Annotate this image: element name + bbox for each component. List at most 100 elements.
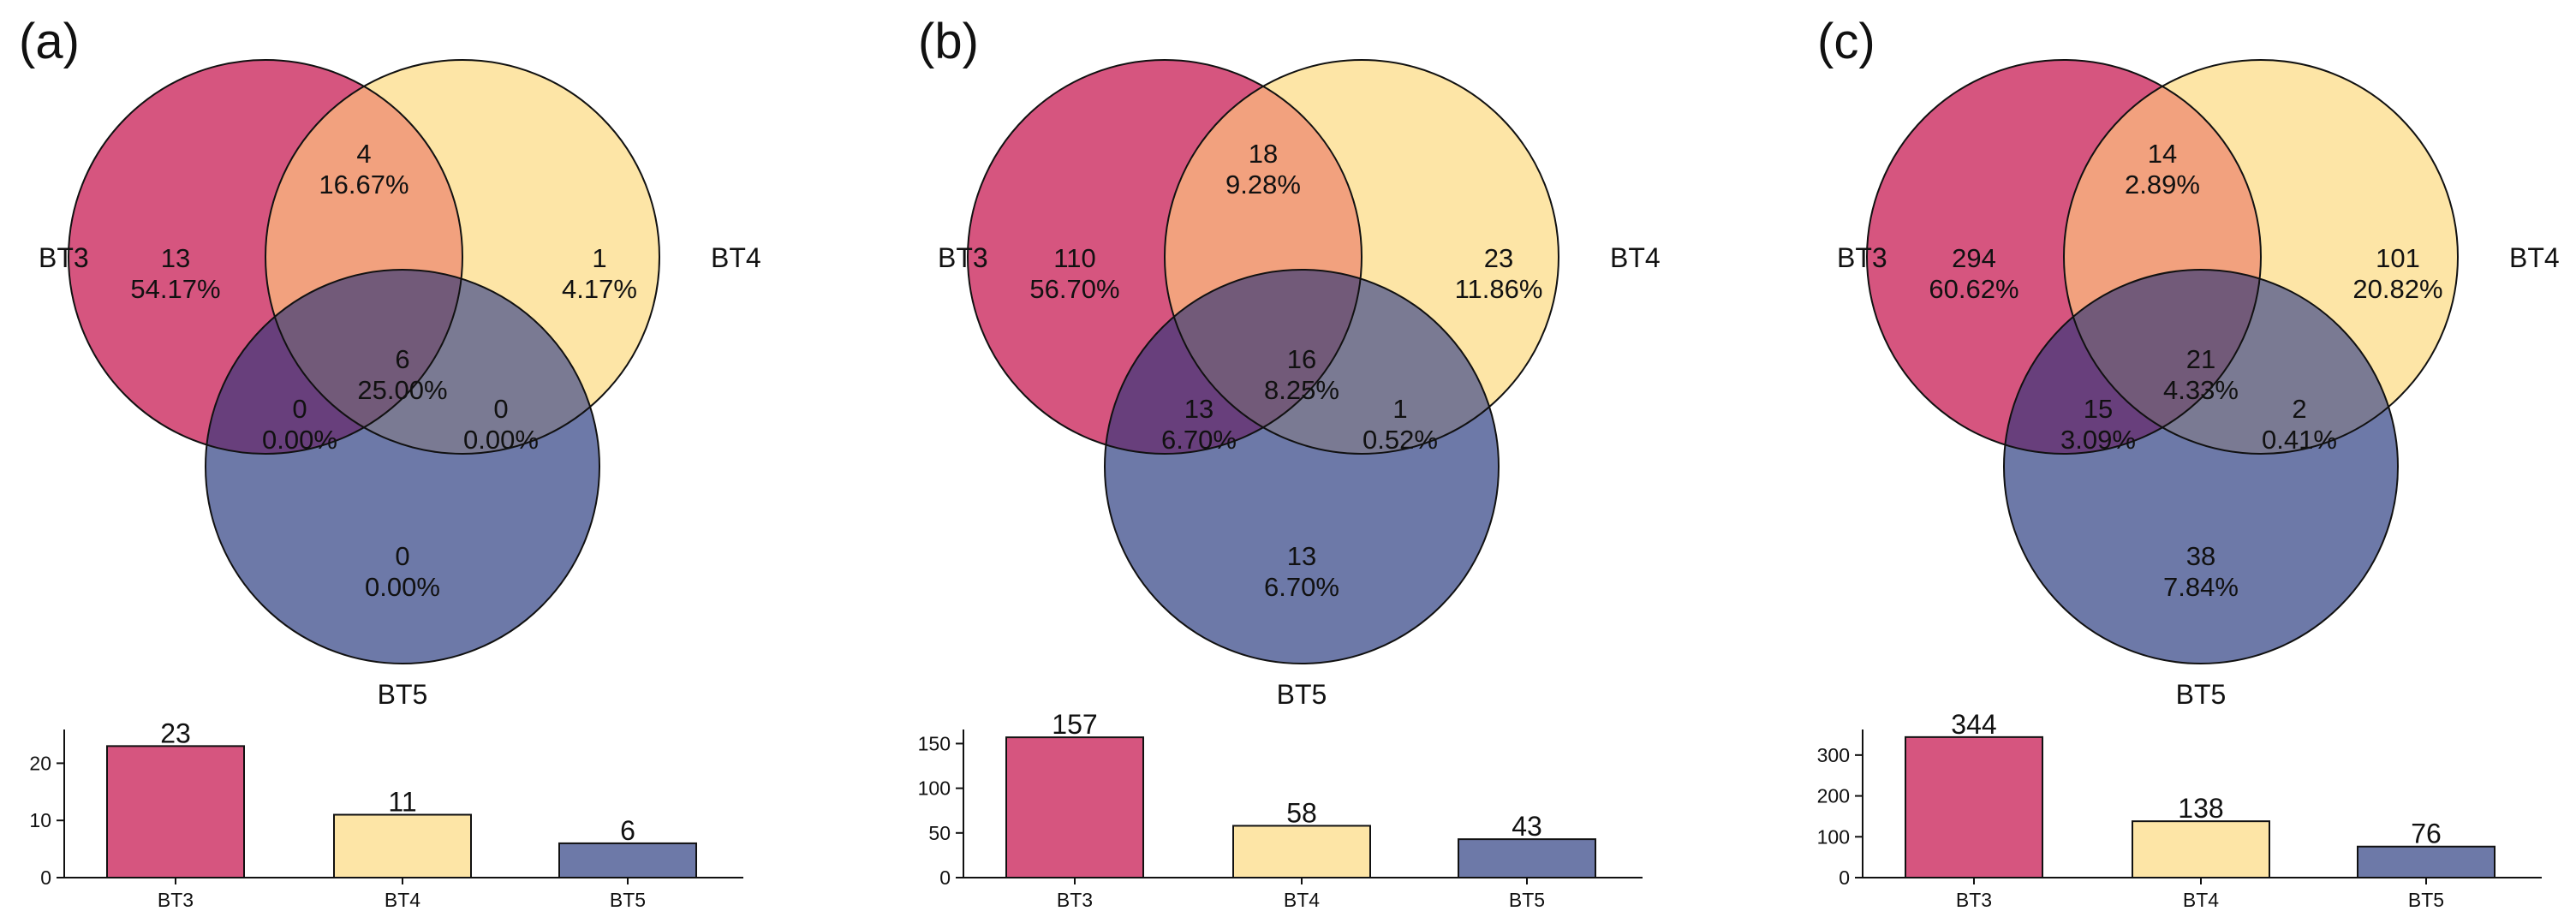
region-percent-ab: 16.67% [319, 170, 408, 199]
x-tick-label: BT3 [158, 889, 194, 911]
region-count-bc: 2 [2292, 394, 2306, 424]
region-count-bc: 1 [1392, 394, 1407, 424]
region-percent-ac: 6.70% [1161, 425, 1237, 455]
y-tick-label: 20 [29, 752, 51, 774]
panel-label: (a) [19, 14, 80, 69]
region-count-only_b: 101 [2376, 243, 2420, 273]
set-label-bt3: BT3 [938, 242, 988, 273]
venn-outline-bt4 [265, 59, 660, 455]
x-tick-label: BT3 [1057, 889, 1093, 911]
region-percent-abc: 25.00% [357, 375, 447, 405]
panel-c: (c)BT3 BT4BT529460.62%10120.82%387.84%142… [1817, 14, 2560, 911]
bar-value-label: 11 [388, 787, 416, 818]
x-tick-label: BT3 [1956, 889, 1992, 911]
region-percent-only_a: 56.70% [1029, 274, 1119, 304]
y-tick-label: 200 [1817, 785, 1850, 807]
region-count-only_c: 38 [2186, 541, 2215, 571]
region-count-only_b: 1 [592, 243, 606, 273]
region-count-abc: 21 [2186, 344, 2215, 374]
bar-value-label: 6 [620, 815, 635, 846]
bar-value-label: 157 [1052, 709, 1097, 740]
region-count-ac: 13 [1184, 394, 1213, 424]
bar-value-label: 43 [1512, 811, 1542, 842]
region-count-only_a: 13 [161, 243, 190, 273]
bar-bt3 [1005, 736, 1144, 878]
venn-region-all [265, 270, 462, 454]
y-tick-label: 10 [29, 809, 51, 831]
region-percent-ac: 3.09% [2060, 425, 2136, 455]
y-tick-label: 0 [939, 866, 951, 889]
region-count-abc: 6 [395, 344, 409, 374]
venn-region-all [2064, 270, 2261, 454]
venn-region-all [1165, 270, 1362, 454]
bar-value-label: 76 [2411, 819, 2442, 849]
set-label-bt4: BT4 [1610, 242, 1661, 273]
panel-a: (a)BT3 BT4BT51354.17%14.17%00.00%416.67%0… [19, 14, 761, 911]
region-count-ac: 15 [2084, 394, 2113, 424]
x-tick-label: BT4 [1284, 889, 1320, 911]
region-count-only_b: 23 [1484, 243, 1513, 273]
y-tick-label: 0 [1839, 866, 1850, 889]
bar-bt4 [1232, 825, 1371, 879]
region-count-bc: 0 [493, 394, 508, 424]
bar-bt3 [1905, 735, 2043, 878]
bar-bt5 [2357, 845, 2496, 878]
bar-bt5 [1458, 838, 1596, 879]
region-count-only_a: 294 [1952, 243, 1996, 273]
y-tick-label: 150 [918, 732, 951, 754]
panel-label: (c) [1817, 14, 1875, 69]
venn-outline-bt5 [1104, 269, 1500, 664]
x-tick-label: BT5 [610, 889, 646, 911]
bar-value-label: 23 [160, 718, 191, 748]
y-tick-label: 300 [1817, 744, 1850, 766]
region-count-only_a: 110 [1053, 243, 1095, 273]
region-percent-abc: 4.33% [2163, 375, 2239, 405]
region-count-ab: 4 [356, 139, 371, 169]
region-percent-only_c: 0.00% [365, 572, 440, 602]
region-percent-ac: 0.00% [262, 425, 337, 455]
region-percent-only_a: 54.17% [130, 274, 220, 304]
x-tick-label: BT4 [385, 889, 420, 911]
region-percent-ab: 2.89% [2125, 170, 2200, 199]
bar-bt4 [333, 813, 472, 879]
bar-bt3 [106, 745, 245, 878]
set-label-bt5: BT5 [378, 679, 428, 710]
bar-value-label: 138 [2178, 793, 2223, 824]
region-percent-abc: 8.25% [1264, 375, 1339, 405]
venn-outline-bt5 [2003, 269, 2399, 664]
bar-chart: 0 100 200 300 344 BT3 138 BT4 76 BT5 [1817, 709, 2542, 911]
y-tick-label: 100 [918, 777, 951, 800]
region-percent-only_b: 20.82% [2352, 274, 2442, 304]
venn-diagram [68, 59, 660, 664]
set-label-bt4: BT4 [711, 242, 761, 273]
venn-outline-bt3 [967, 59, 1363, 455]
bar-value-label: 58 [1286, 797, 1317, 828]
bar-value-label: 344 [1951, 709, 1996, 740]
region-percent-bc: 0.41% [2262, 425, 2337, 455]
region-percent-bc: 0.52% [1363, 425, 1438, 455]
y-tick-label: 100 [1817, 825, 1850, 848]
y-tick-label: 50 [928, 822, 951, 844]
bar-chart: 0 50 100 150 157 BT3 58 BT4 43 BT5 [918, 709, 1643, 911]
bar-bt5 [558, 842, 697, 878]
venn-outline-bt3 [68, 59, 463, 455]
set-label-bt3: BT3 [1837, 242, 1887, 273]
region-percent-ab: 9.28% [1225, 170, 1301, 199]
region-count-ab: 14 [2148, 139, 2177, 169]
region-percent-bc: 0.00% [463, 425, 539, 455]
bar-bt4 [2132, 820, 2270, 879]
region-percent-only_c: 7.84% [2163, 572, 2239, 602]
set-label-bt5: BT5 [1277, 679, 1327, 710]
set-label-bt5: BT5 [2176, 679, 2227, 710]
region-count-only_c: 0 [395, 541, 409, 571]
venn-outline-bt5 [205, 269, 600, 664]
region-percent-only_b: 4.17% [562, 274, 637, 304]
set-label-bt3: BT3 [39, 242, 89, 273]
venn-outline-bt4 [1164, 59, 1559, 455]
set-label-bt4: BT4 [2509, 242, 2560, 273]
x-tick-label: BT4 [2183, 889, 2219, 911]
region-count-ac: 0 [292, 394, 307, 424]
y-tick-label: 0 [40, 866, 51, 889]
region-count-ab: 18 [1249, 139, 1278, 169]
